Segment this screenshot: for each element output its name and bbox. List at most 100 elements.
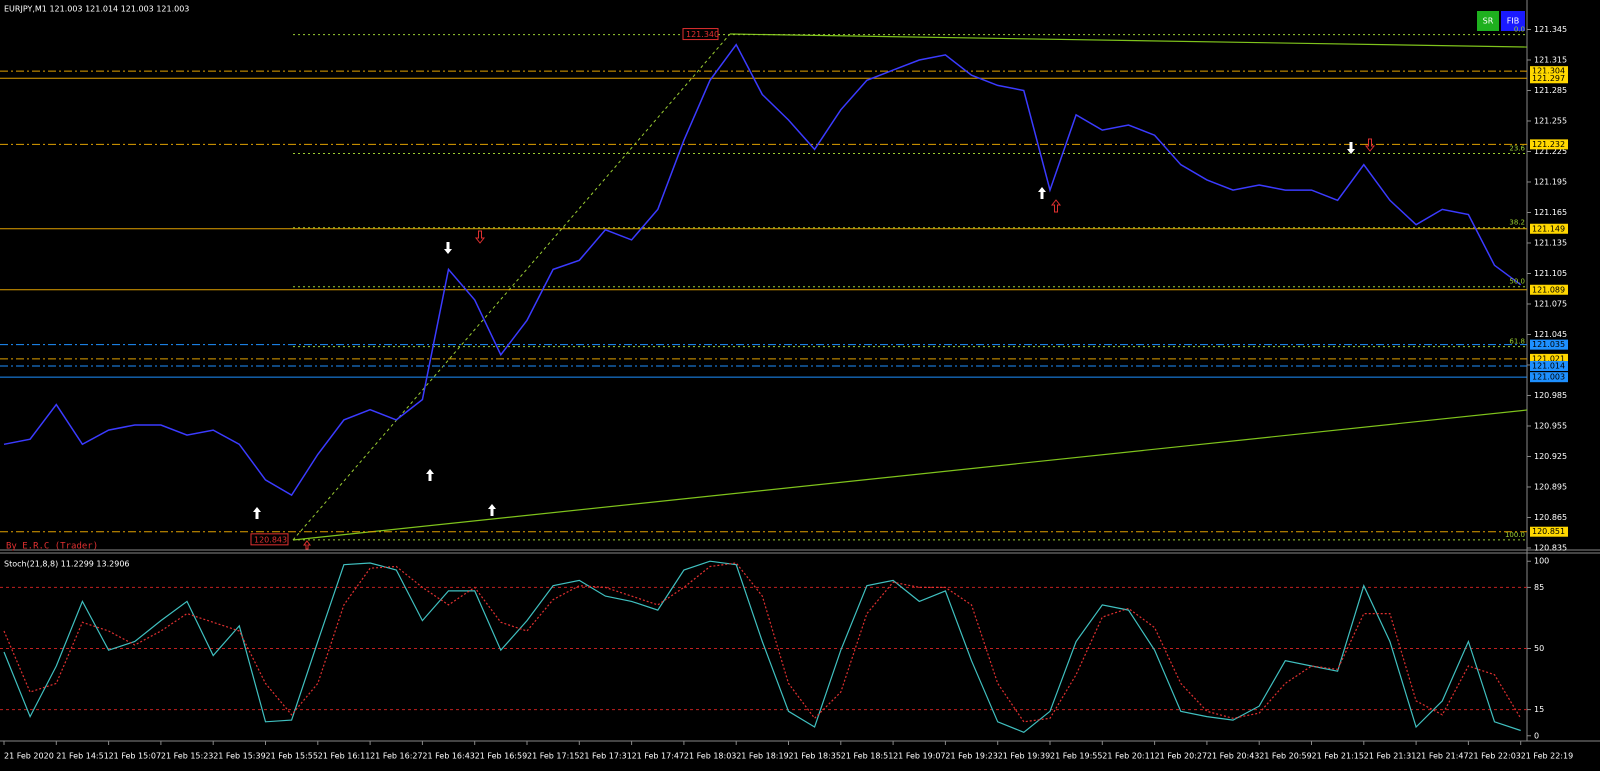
high-label-box [682,28,719,41]
level-box [1530,339,1568,350]
x-tick-label: 21 Feb 16:11 [318,752,370,761]
fib-label: 0.0 [1514,26,1525,34]
level-label: 121.149 [1532,224,1565,233]
x-tick-label: 21 Feb 17:47 [632,752,684,761]
low-label: 120.843 [254,535,287,544]
up-arrow [488,504,496,516]
x-tick-label: 21 Feb 15:39 [213,752,265,761]
fib-label: 38.2 [1509,219,1525,227]
level-label: 121.304 [1532,67,1565,76]
sr-button[interactable] [1477,11,1499,31]
signal-arrows [253,142,1355,519]
y-tick-label: 121.135 [1534,238,1567,247]
price-line [3,43,1522,497]
signal-arrows [303,138,1376,550]
y-tick-label: 0 [1534,731,1539,740]
author-label: By E.R.C (Trader) [6,542,98,552]
level-box [1530,223,1568,234]
level-box [1530,73,1568,84]
fib-label: 100.0 [1505,531,1525,539]
plot [0,34,1527,733]
x-tick-label: 21 Feb 16:43 [422,752,474,761]
x-tick-label: 21 Feb 16:27 [370,752,422,761]
fib-button[interactable] [1501,11,1525,31]
stoch-line [3,560,1521,733]
level-box [1530,361,1568,371]
y-tick-label: 121.225 [1534,147,1567,156]
sr-button-label[interactable]: SR [1483,17,1494,26]
y-tick-label: 120.985 [1534,391,1567,400]
trendline [729,33,1528,48]
x-tick-label: 21 Feb 2020 [4,752,54,761]
level-box [1530,353,1568,364]
y-tick-label: 121.075 [1534,299,1567,308]
down-arrow [1347,142,1355,154]
level-label: 121.232 [1532,140,1565,149]
x-tick-label: 21 Feb 21:47 [1416,752,1468,761]
fib-label: 23.6 [1509,145,1525,153]
y-tick-label: 121.255 [1534,116,1567,125]
up-arrow [253,507,261,519]
x-tick-label: 21 Feb 21:31 [1364,752,1416,761]
x-tick-label: 21 Feb 19:23 [945,752,997,761]
y-tick-label: 121.045 [1534,330,1567,339]
y-tick-label: 100 [1534,557,1549,566]
y-tick-label: 50 [1534,644,1544,653]
y-tick-label: 120.835 [1534,543,1567,552]
y-tick-label: 120.955 [1534,421,1567,430]
down-arrow [474,230,486,244]
y-tick-label: 121.165 [1534,208,1567,217]
x-tick-label: 21 Feb 14:51 [56,752,108,761]
level-box [1530,66,1568,77]
fib-button-label[interactable]: FIB [1507,17,1519,26]
level-label: 121.014 [1532,362,1565,371]
x-tick-label: 21 Feb 20:43 [1207,752,1259,761]
x-tick-label: 21 Feb 18:35 [789,752,841,761]
x-tick-label: 21 Feb 19:39 [998,752,1050,761]
stoch-line [3,562,1522,723]
level-box [1530,372,1568,383]
down-arrow [444,242,452,254]
low-label-box [250,533,289,546]
y-tick-label: 15 [1534,705,1544,714]
level-label: 120.851 [1532,527,1565,536]
up-arrow [426,469,434,481]
stoch-title: Stoch(21,8,8) 11.2299 13.2906 [4,560,130,569]
x-tick-label: 21 Feb 20:27 [1155,752,1207,761]
x-tick-label: 21 Feb 19:55 [1050,752,1102,761]
x-tick-label: 21 Feb 15:23 [161,752,213,761]
y-tick-label: 85 [1534,583,1544,592]
y-tick-label: 121.285 [1534,86,1567,95]
x-tick-label: 21 Feb 18:03 [684,752,736,761]
y-tick-label: 121.315 [1534,55,1567,64]
level-label: 121.035 [1532,340,1565,349]
symbol-info: EURJPY,M1 121.003 121.014 121.003 121.00… [4,5,189,14]
up-arrow [303,540,311,550]
up-arrow [1038,187,1046,199]
x-tick-label: 21 Feb 15:07 [109,752,161,761]
y-tick-label: 121.345 [1534,25,1567,34]
y-tick-label: 121.105 [1534,269,1567,278]
down-arrow [1364,138,1376,152]
level-box [1530,526,1568,537]
trendline [292,409,1528,541]
y-tick-label: 120.925 [1534,452,1567,461]
y-tick-label: 121.195 [1534,177,1567,186]
x-tick-label: 21 Feb 21:15 [1312,752,1364,761]
level-label: 121.003 [1532,373,1565,382]
level-box [1530,139,1568,150]
x-tick-label: 21 Feb 20:59 [1259,752,1311,761]
fib-label: 61.8 [1509,338,1525,346]
fib-label: 50.0 [1509,278,1525,286]
x-tick-label: 21 Feb 22:03 [1468,752,1520,761]
level-label: 121.297 [1532,74,1565,83]
level-box [1530,284,1568,295]
x-tick-label: 21 Feb 16:59 [475,752,527,761]
y-tick-label: 120.865 [1534,513,1567,522]
x-tick-label: 21 Feb 15:55 [266,752,318,761]
x-tick-label: 21 Feb 18:19 [736,752,788,761]
level-label: 121.021 [1532,354,1565,363]
